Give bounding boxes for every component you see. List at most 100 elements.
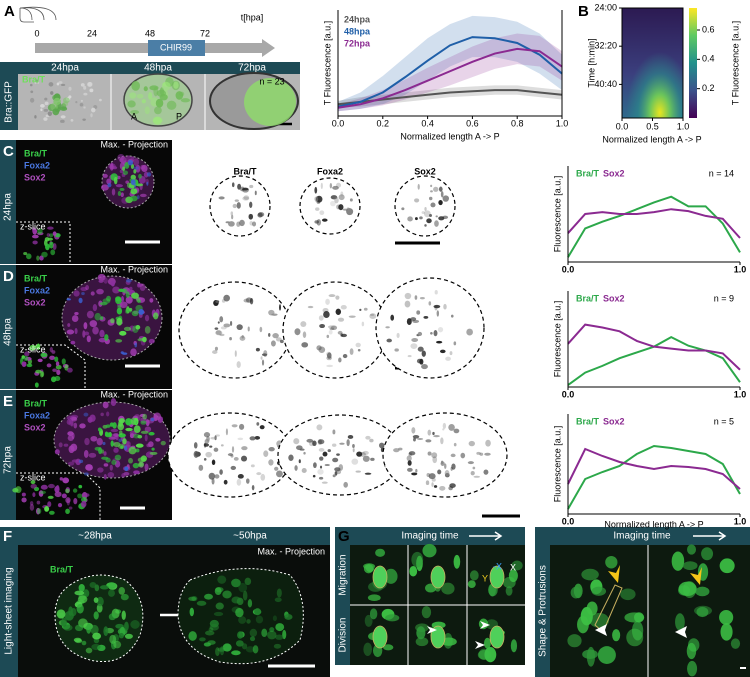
cell	[141, 164, 148, 173]
cell	[34, 81, 40, 85]
cell	[448, 423, 455, 431]
cell	[425, 480, 430, 486]
cell	[130, 417, 137, 425]
cell	[314, 186, 318, 194]
cell	[299, 448, 305, 451]
cell	[48, 233, 54, 238]
cell	[442, 428, 445, 431]
cell	[236, 478, 242, 486]
cell	[701, 547, 714, 561]
cell	[330, 325, 338, 330]
cell	[106, 411, 110, 417]
cell	[128, 457, 133, 464]
cell	[108, 589, 115, 597]
cell	[148, 431, 155, 436]
cell	[427, 429, 432, 436]
cell	[390, 314, 395, 321]
cell	[302, 331, 307, 339]
cell	[271, 340, 276, 347]
cell	[449, 351, 453, 356]
cell	[438, 216, 445, 221]
axis-end: P	[176, 111, 182, 121]
cell	[49, 241, 54, 249]
time-header: ~50hpa	[233, 531, 267, 542]
treatment-box	[148, 40, 205, 56]
cell	[243, 298, 250, 303]
cell	[316, 219, 322, 226]
cell	[346, 439, 350, 447]
cell	[65, 497, 71, 504]
cell	[438, 199, 443, 206]
cell	[675, 613, 685, 631]
cell	[85, 285, 90, 291]
reporter: Bra::GFP	[4, 81, 15, 123]
cell	[57, 502, 63, 508]
cell	[110, 398, 117, 407]
cell	[74, 328, 78, 335]
cell	[131, 310, 139, 317]
cell	[96, 437, 103, 446]
cell	[37, 228, 43, 235]
cell	[188, 631, 197, 641]
cell	[326, 364, 334, 368]
cell	[90, 291, 95, 296]
cell	[37, 358, 43, 363]
cell	[139, 283, 146, 291]
cell	[54, 491, 62, 498]
cell	[73, 497, 78, 505]
cell	[36, 508, 42, 515]
cell	[122, 166, 126, 171]
cell	[153, 312, 159, 320]
cell	[83, 449, 89, 458]
cell	[214, 327, 219, 330]
cell	[385, 614, 400, 622]
cell	[146, 181, 149, 186]
cell	[239, 219, 245, 227]
colorbar-tick-label: 0.6	[702, 24, 715, 34]
cell	[430, 184, 433, 188]
cell	[254, 436, 261, 440]
cell	[50, 91, 54, 95]
cell	[325, 298, 330, 305]
cell	[133, 168, 137, 174]
cell	[153, 412, 161, 421]
cell	[426, 218, 432, 224]
cell	[324, 464, 330, 467]
cell	[130, 620, 140, 629]
cell	[244, 577, 252, 586]
cell	[44, 505, 50, 512]
cell	[222, 643, 232, 652]
cell	[130, 195, 138, 202]
cell	[436, 340, 443, 344]
column-header: Bra/T	[233, 166, 257, 176]
cell	[433, 330, 438, 337]
cell	[203, 432, 211, 438]
cell	[100, 184, 109, 191]
cell	[67, 323, 71, 327]
cell	[79, 423, 86, 429]
organoid-outline	[382, 412, 508, 498]
cell	[422, 543, 437, 558]
cell	[26, 363, 33, 368]
cell	[433, 435, 440, 438]
cell	[47, 226, 54, 230]
cell	[180, 98, 191, 103]
cell	[597, 646, 616, 664]
time-header: Imaging time	[401, 531, 459, 542]
series-line	[337, 47, 563, 109]
cell	[89, 88, 94, 93]
cell	[237, 474, 244, 479]
cell	[140, 430, 149, 434]
cell	[36, 343, 41, 350]
cell	[221, 299, 226, 303]
cell	[207, 640, 216, 645]
inset-border	[16, 344, 86, 389]
cell	[336, 453, 340, 456]
cell	[193, 450, 199, 458]
cell	[81, 496, 87, 503]
cell	[288, 454, 294, 461]
cell	[433, 186, 439, 192]
cell	[315, 207, 320, 211]
legend-entry: Bra/T	[576, 168, 600, 178]
cell	[476, 451, 481, 455]
